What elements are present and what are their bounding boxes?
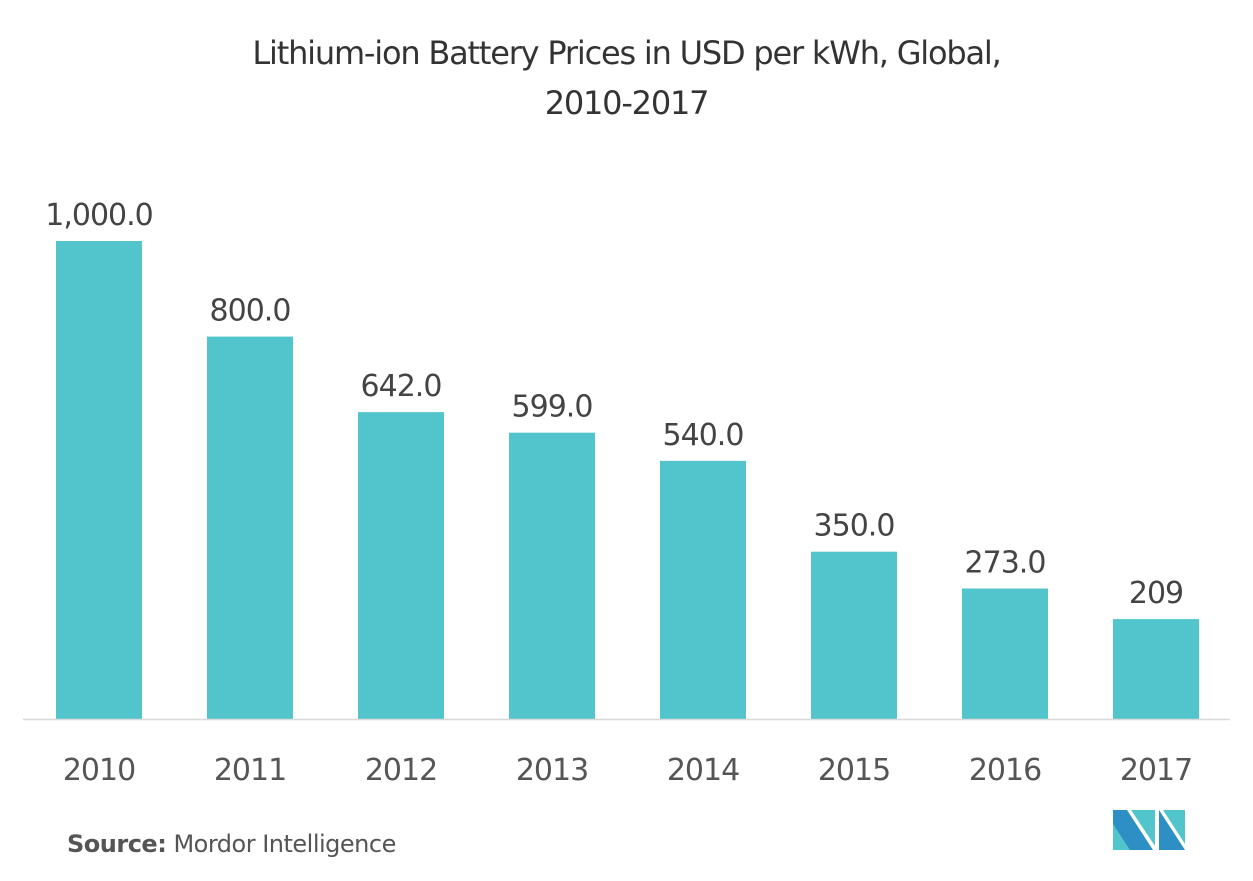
chart-title-line-1: Lithium-ion Battery Prices in USD per kW…: [252, 34, 1001, 72]
logo-shape-2: [1113, 824, 1130, 850]
logo-shape-4: [1159, 810, 1185, 850]
chart-title: Lithium-ion Battery Prices in USD per kW…: [0, 28, 1253, 128]
data-label-2015: 350.0: [814, 509, 895, 544]
source-name: Mordor Intelligence: [173, 830, 396, 858]
x-tick-label-2014: 2014: [667, 753, 739, 788]
mordor-intelligence-logo-icon: [1113, 810, 1185, 850]
x-tick-label-2017: 2017: [1120, 753, 1192, 788]
data-label-2013: 599.0: [512, 390, 593, 425]
bar-chart: 1,000.0 800.0 642.0 599.0 540.0 350.0 273.0 209…: [23, 198, 1230, 788]
source-note: Source: Mordor Intelligence: [67, 830, 396, 858]
x-tick-label-2010: 2010: [63, 753, 135, 788]
x-tick-label-2013: 2013: [516, 753, 588, 788]
bar-2013: [509, 432, 595, 719]
source-label: Source:: [67, 830, 167, 858]
chart-title-line-2: 2010-2017: [544, 84, 710, 122]
bar-2010: [56, 241, 142, 719]
bar-2012: [358, 412, 444, 719]
data-label-2012: 642.0: [361, 369, 442, 404]
logo-shape-5: [1163, 810, 1185, 844]
bar-2016: [962, 588, 1048, 719]
data-label-2010: 1,000.0: [45, 198, 153, 233]
x-tick-label-2015: 2015: [818, 753, 890, 788]
data-labels-group: 1,000.0 800.0 642.0 599.0 540.0 350.0 273.0 209: [45, 198, 1184, 611]
x-tick-labels-group: 2010 2011 2012 2013 2014 2015 2016 2017: [63, 753, 1193, 788]
x-tick-label-2011: 2011: [214, 753, 286, 788]
data-label-2014: 540.0: [663, 418, 744, 453]
bars-group: [56, 241, 1199, 719]
bar-2014: [660, 460, 746, 719]
bar-2015: [811, 551, 897, 719]
bar-2011: [207, 336, 293, 719]
logo-shape-3: [1131, 810, 1155, 846]
x-tick-label-2016: 2016: [969, 753, 1041, 788]
bar-2017: [1113, 619, 1199, 719]
data-label-2011: 800.0: [210, 294, 291, 329]
x-tick-label-2012: 2012: [365, 753, 437, 788]
data-label-2017: 209: [1129, 576, 1183, 611]
data-label-2016: 273.0: [965, 546, 1046, 581]
